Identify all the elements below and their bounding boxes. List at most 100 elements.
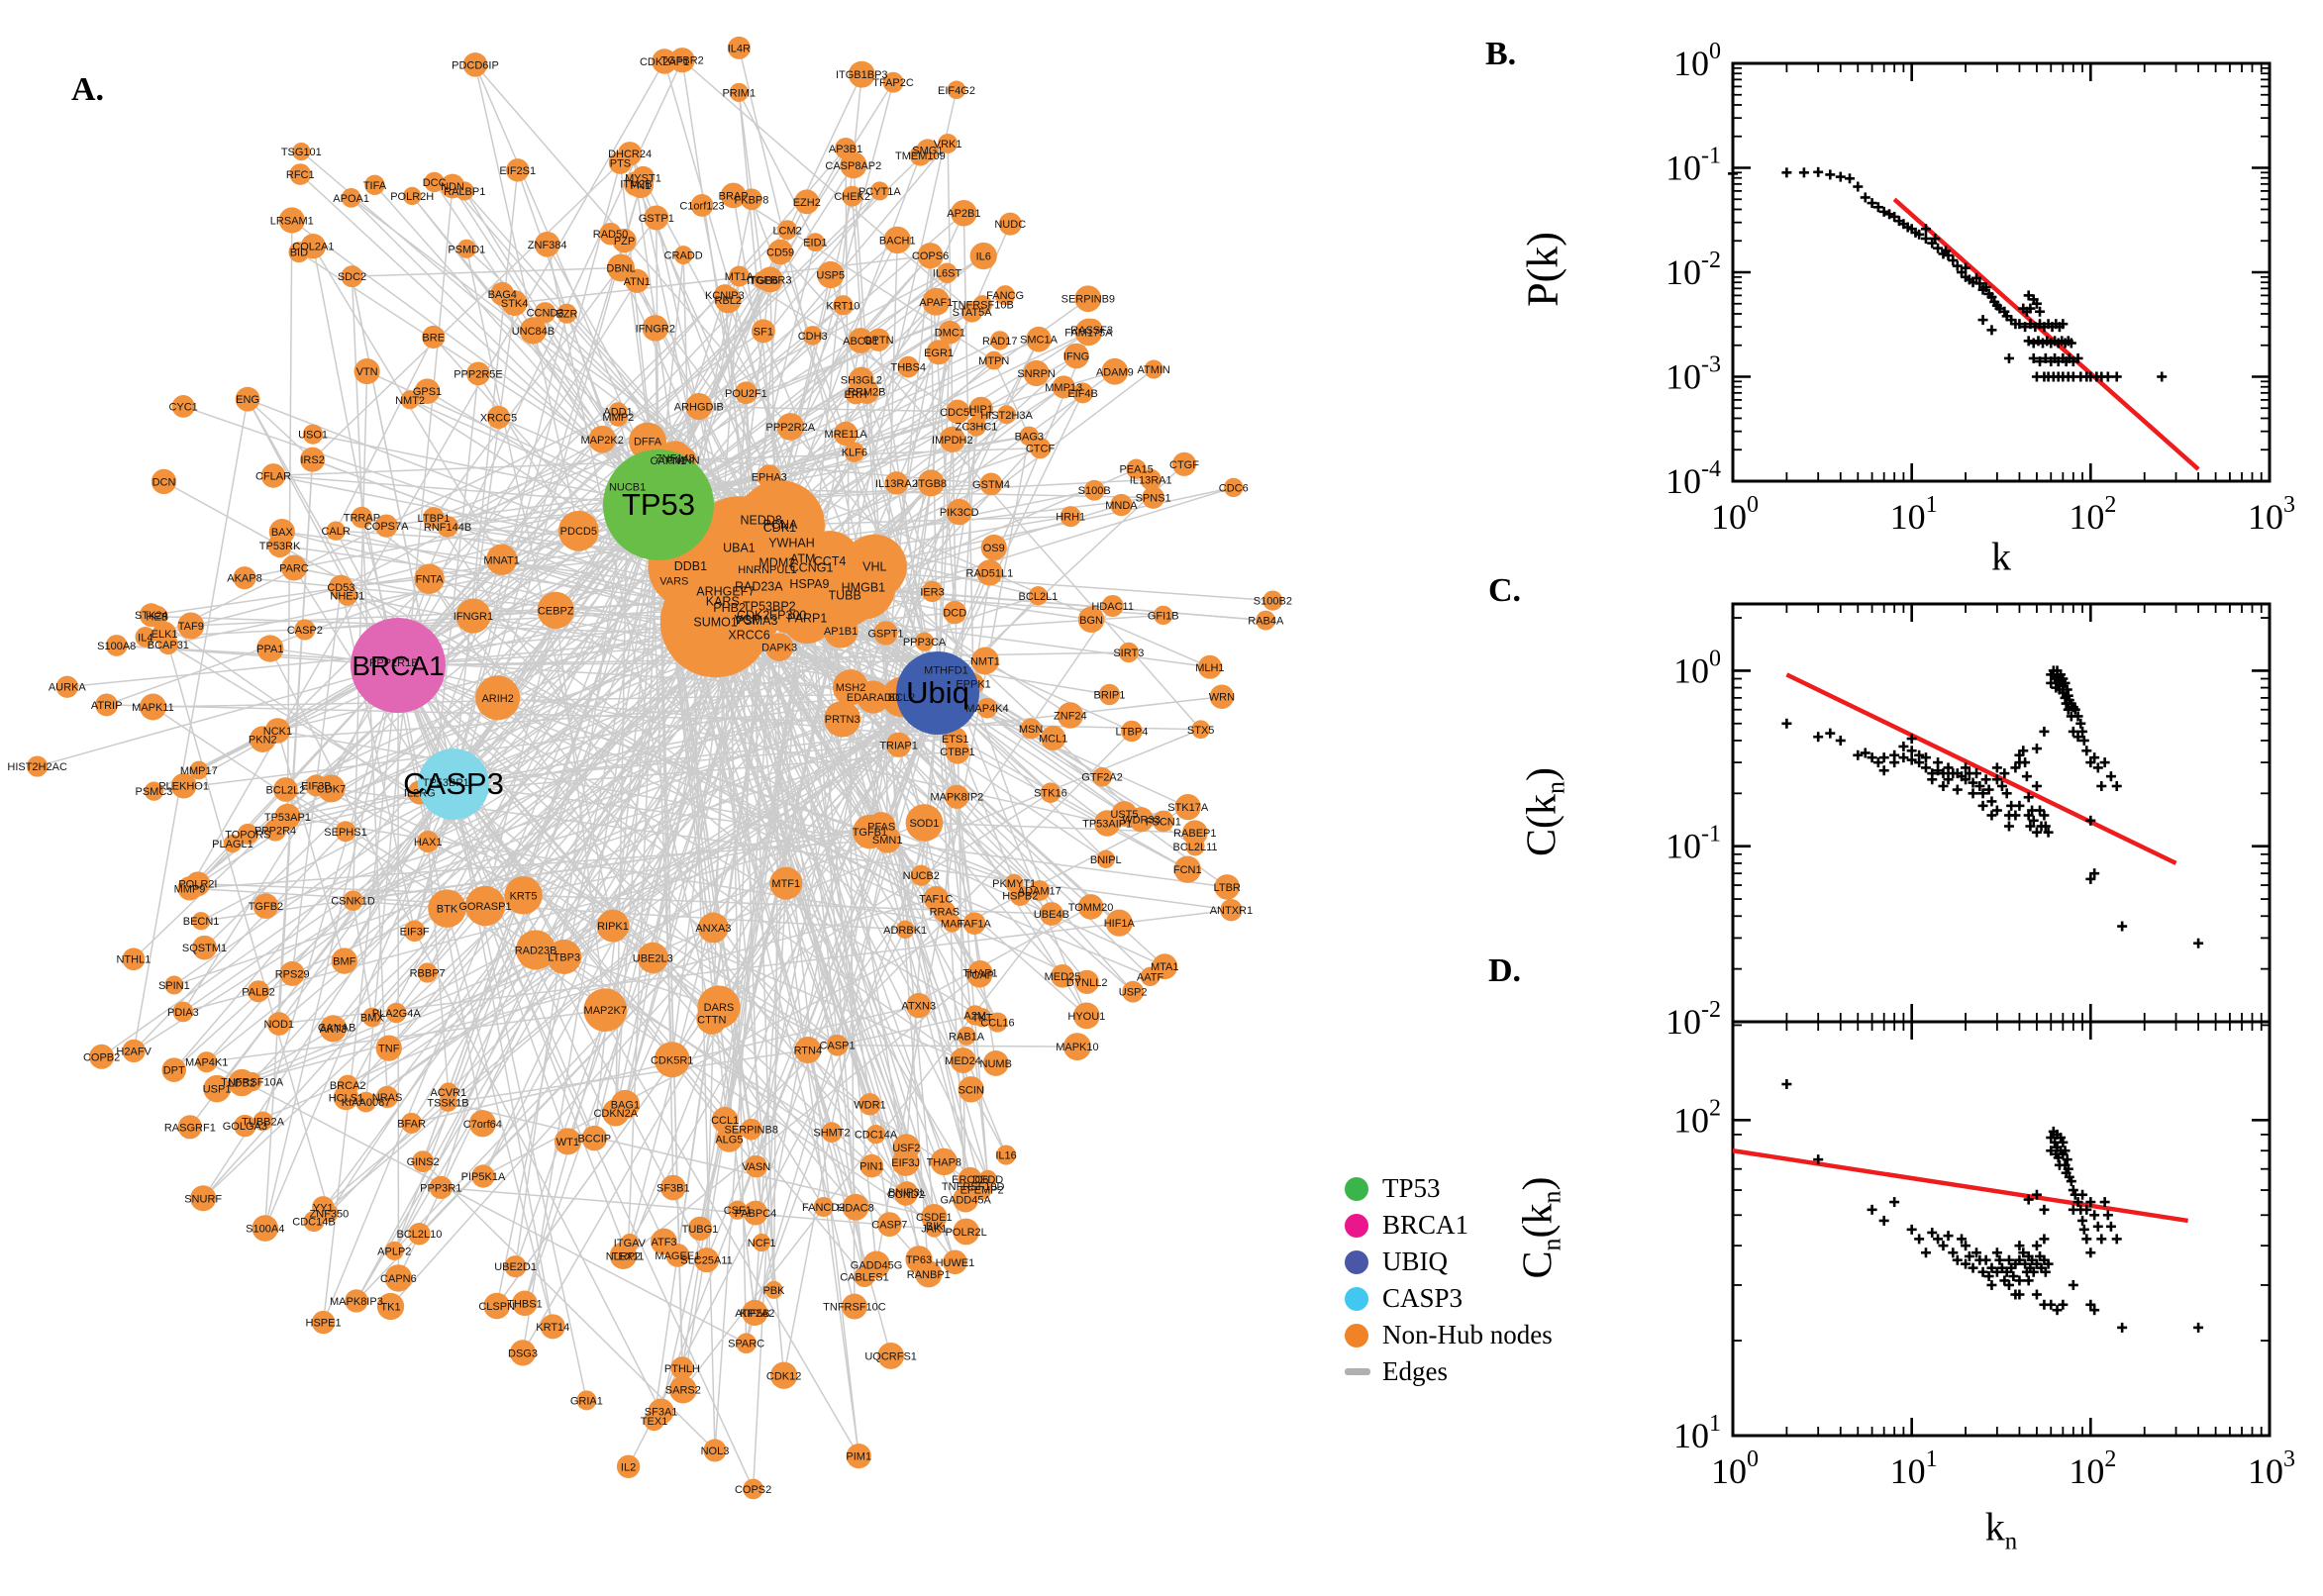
non-hub-node bbox=[859, 1153, 884, 1178]
non-hub-node bbox=[384, 1241, 404, 1260]
hub-label-brca1: BRCA1 bbox=[352, 650, 444, 681]
non-hub-node bbox=[943, 1249, 967, 1275]
non-hub-node bbox=[192, 935, 217, 960]
non-hub-node bbox=[980, 534, 1007, 561]
non-hub-node bbox=[596, 909, 630, 943]
non-hub-node bbox=[806, 233, 825, 252]
non-hub-node bbox=[964, 1005, 985, 1026]
non-hub-node bbox=[960, 301, 983, 323]
non-hub-node bbox=[687, 1216, 713, 1242]
non-hub-node bbox=[105, 635, 128, 656]
non-hub-node bbox=[273, 777, 298, 802]
non-hub-node bbox=[917, 469, 945, 497]
non-hub-node bbox=[583, 988, 628, 1033]
non-hub-node bbox=[191, 912, 211, 931]
tick-label: 103 bbox=[2248, 492, 2295, 537]
non-hub-node bbox=[644, 205, 669, 231]
non-hub-node bbox=[312, 1196, 335, 1219]
tick-label: 101 bbox=[1673, 1411, 1721, 1455]
non-hub-node bbox=[925, 1216, 945, 1236]
non-hub-node bbox=[319, 1015, 347, 1043]
non-hub-node bbox=[849, 366, 874, 393]
non-hub-node bbox=[1121, 720, 1143, 743]
non-hub-node bbox=[905, 804, 944, 842]
non-hub-node bbox=[490, 281, 515, 306]
non-hub-node bbox=[266, 1012, 291, 1036]
non-hub-node bbox=[1096, 849, 1116, 868]
non-hub-node bbox=[1029, 879, 1051, 901]
non-hub-node bbox=[412, 1150, 435, 1173]
non-hub-node bbox=[486, 544, 518, 575]
non-hub-node bbox=[950, 1047, 976, 1073]
non-hub-node bbox=[537, 591, 574, 630]
legend: TP53 BRCA1 UBIQ CASP3 Non-Hub nodes Edge… bbox=[1345, 1170, 1553, 1390]
non-hub-node bbox=[1060, 506, 1081, 528]
non-hub-node bbox=[280, 554, 307, 581]
non-hub-node bbox=[620, 1233, 639, 1252]
non-hub-node bbox=[969, 242, 997, 270]
legend-label: Non-Hub nodes bbox=[1382, 1320, 1553, 1349]
data-points-b bbox=[1728, 166, 2168, 382]
non-hub-node bbox=[534, 302, 556, 324]
legend-item-casp3: CASP3 bbox=[1345, 1280, 1553, 1317]
non-hub-node bbox=[884, 471, 909, 495]
non-hub-node bbox=[424, 171, 445, 193]
non-hub-node bbox=[873, 621, 898, 646]
non-hub-node bbox=[385, 1002, 407, 1024]
non-hub-node bbox=[673, 246, 693, 265]
non-hub-node bbox=[1023, 359, 1050, 387]
non-hub-node bbox=[1098, 683, 1121, 706]
tick-label: 10-3 bbox=[1666, 352, 1721, 397]
non-hub-node bbox=[1118, 642, 1140, 663]
non-hub-node bbox=[996, 1145, 1017, 1165]
non-hub-node bbox=[588, 425, 616, 453]
non-hub-node bbox=[135, 627, 156, 648]
legend-item-edges: Edges bbox=[1345, 1353, 1553, 1390]
non-hub-node bbox=[122, 1039, 146, 1063]
brca1-legend-marker-icon bbox=[1345, 1213, 1368, 1238]
legend-label: BRCA1 bbox=[1382, 1210, 1469, 1240]
non-hub-node bbox=[223, 834, 243, 853]
non-hub-node bbox=[428, 889, 466, 928]
non-hub-node bbox=[1122, 980, 1145, 1003]
tick-label: 10-2 bbox=[1666, 997, 1721, 1042]
non-hub-node bbox=[764, 633, 794, 661]
non-hub-node bbox=[279, 960, 305, 986]
non-hub-node bbox=[375, 1035, 402, 1061]
non-hub-node bbox=[740, 1118, 762, 1141]
non-hub-node bbox=[464, 885, 506, 927]
non-hub-node bbox=[252, 893, 279, 919]
tick-label: 101 bbox=[1890, 492, 1938, 537]
non-hub-node bbox=[384, 1264, 413, 1292]
non-hub-node bbox=[504, 1255, 527, 1278]
panel-d-label: D. bbox=[1488, 952, 1522, 989]
non-hub-node bbox=[152, 621, 177, 646]
non-hub-node bbox=[937, 262, 958, 283]
non-hub-node bbox=[921, 580, 944, 603]
non-hub-node bbox=[89, 1044, 115, 1069]
non-hub-node bbox=[1072, 1002, 1100, 1030]
non-hub-node bbox=[1154, 605, 1173, 626]
non-hub-node bbox=[1126, 458, 1147, 479]
non-hub-node bbox=[848, 328, 874, 353]
non-hub-node bbox=[657, 564, 690, 597]
non-hub-node bbox=[1144, 359, 1163, 379]
panel-a-label: A. bbox=[71, 71, 105, 108]
non-hub-node bbox=[534, 231, 560, 257]
non-hub-node bbox=[414, 563, 445, 594]
non-hub-node bbox=[512, 1290, 538, 1317]
hub-node-casp3 bbox=[418, 748, 489, 820]
non-hub-node bbox=[753, 1233, 771, 1252]
non-hub-node bbox=[858, 1093, 881, 1116]
hub-node-ubiq bbox=[896, 651, 979, 735]
non-hub-node bbox=[840, 151, 867, 179]
non-hub-node bbox=[237, 823, 258, 845]
non-hub-node bbox=[711, 1106, 739, 1134]
non-hub-node bbox=[631, 165, 656, 189]
non-hub-node bbox=[869, 181, 889, 201]
legend-label: CASP3 bbox=[1382, 1283, 1464, 1313]
non-hub-node bbox=[354, 358, 380, 385]
non-hub-node bbox=[466, 361, 490, 386]
non-hub-node bbox=[930, 1147, 959, 1176]
